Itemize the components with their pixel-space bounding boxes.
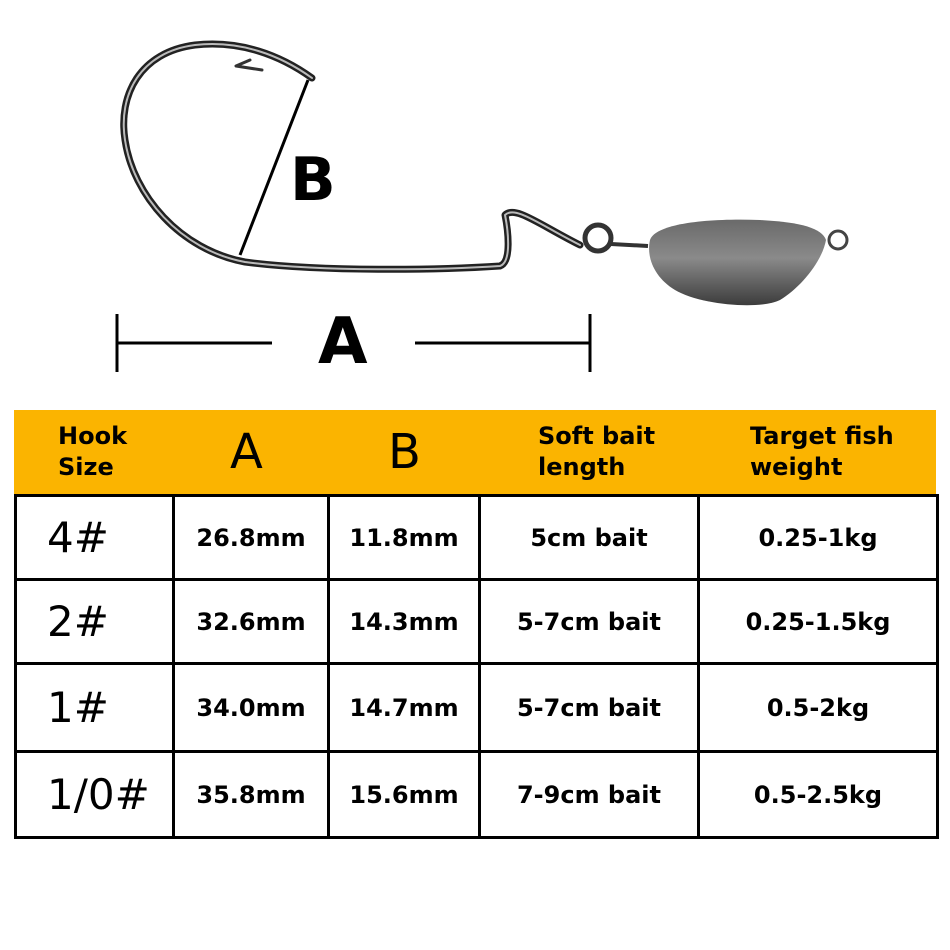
hook-diagram: [115, 40, 849, 372]
header-text: length: [538, 453, 626, 481]
header-text: Size: [58, 453, 114, 481]
table-header: Hook Size A B Soft bait length Target fish…: [14, 410, 936, 494]
cell-b-value: 14.3mm: [327, 578, 481, 665]
cell-fish-weight: 0.5-2kg: [697, 662, 939, 753]
cell-fish-weight: 0.25-1.5kg: [697, 578, 939, 665]
table-body: 4# 26.8mm 11.8mm 5cm bait 0.25-1kg 2# 32.6mm 14…: [14, 494, 939, 839]
cell-hook-size: 1/0#: [14, 750, 175, 839]
hook-wire: [120, 40, 584, 273]
line-eye: [827, 229, 849, 251]
header-text: Hook: [58, 422, 128, 450]
cell-a-value: 32.6mm: [172, 578, 330, 665]
cell-fish-weight: 0.25-1kg: [697, 494, 939, 581]
header-hook-size: Hook Size: [58, 410, 127, 494]
header-fish-weight: Target fish weight: [750, 410, 894, 494]
cell-a-value: 26.8mm: [172, 494, 330, 581]
cell-fish-weight: 0.5-2.5kg: [697, 750, 939, 839]
header-b: B: [388, 424, 421, 480]
cell-b-value: 11.8mm: [327, 494, 481, 581]
cell-a-value: 34.0mm: [172, 662, 330, 753]
header-bait-length: Soft bait length: [538, 410, 655, 494]
cell-bait-length: 5-7cm bait: [478, 578, 700, 665]
cell-bait-length: 7-9cm bait: [478, 750, 700, 839]
header-text: Soft bait: [538, 422, 656, 450]
cell-b-value: 14.7mm: [327, 662, 481, 753]
cell-bait-length: 5cm bait: [478, 494, 700, 581]
cell-hook-size: 1#: [14, 662, 175, 753]
header-a: A: [230, 424, 263, 480]
header-text: Target fish: [750, 422, 894, 450]
cell-hook-size: 4#: [14, 494, 175, 581]
cell-bait-length: 5-7cm bait: [478, 662, 700, 753]
cell-b-value: 15.6mm: [327, 750, 481, 839]
header-text: weight: [750, 453, 843, 481]
dimension-b-label: B: [290, 145, 336, 215]
dimension-b-line: [238, 79, 310, 256]
dimension-a-line: [115, 314, 592, 372]
jig-weight: [649, 219, 826, 306]
dimension-a-label: A: [318, 305, 368, 379]
cell-a-value: 35.8mm: [172, 750, 330, 839]
split-ring: [582, 222, 614, 254]
cell-hook-size: 2#: [14, 578, 175, 665]
